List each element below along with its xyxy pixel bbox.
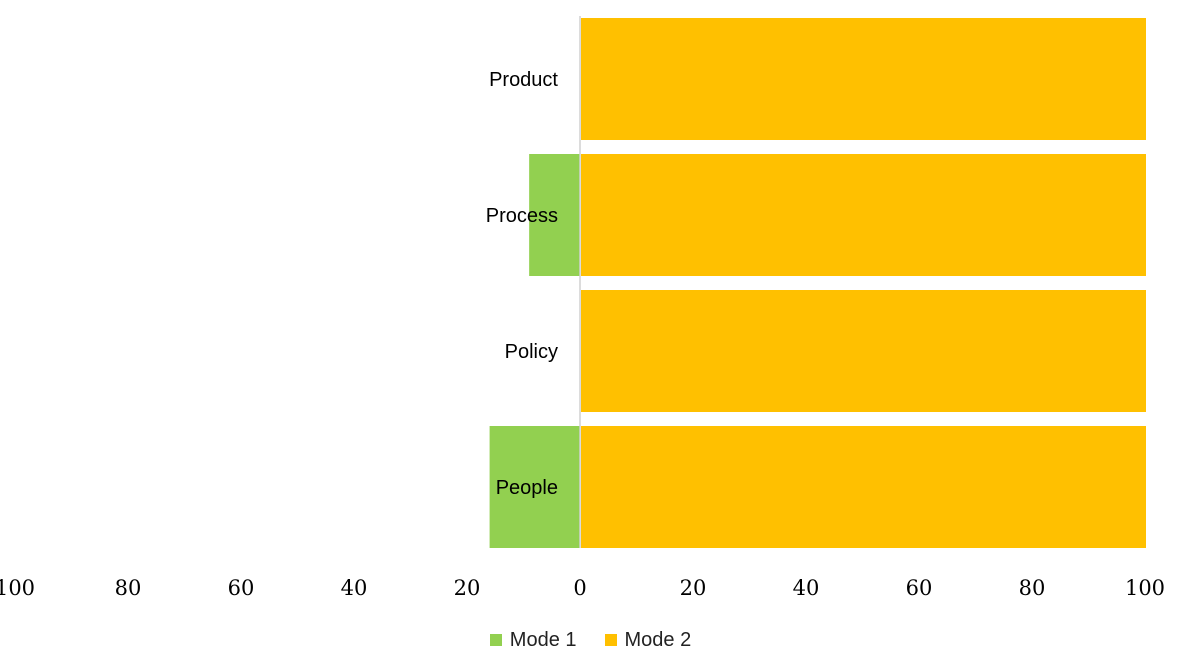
x-tick-label-5: 0 (573, 576, 586, 600)
bar-mode-1-process (529, 154, 580, 276)
category-label-people: People (496, 477, 558, 499)
bar-mode-2-process (581, 154, 1146, 276)
x-tick-label-1: 80 (115, 576, 142, 600)
legend: Mode 1 Mode 2 (0, 625, 1181, 655)
x-axis-tick-labels: 100 80 60 40 20 0 20 40 60 80 100 (0, 576, 1165, 600)
x-tick-label-8: 60 (906, 576, 933, 600)
legend-swatch-mode-2 (604, 634, 617, 646)
legend-swatch-mode-1 (489, 634, 502, 646)
x-tick-label-9: 80 (1019, 576, 1046, 600)
bar-mode-2-policy (581, 290, 1146, 412)
category-label-process: Process (486, 205, 558, 227)
category-labels: Product Process Policy People (486, 69, 559, 499)
bar-mode-1-people (489, 426, 580, 548)
bar-mode-2-people (581, 426, 1146, 548)
legend-label-mode-1: Mode 1 (509, 628, 577, 651)
x-tick-label-2: 60 (228, 576, 255, 600)
x-tick-label-0: 100 (0, 576, 35, 600)
x-tick-label-4: 20 (454, 576, 481, 600)
x-tick-label-3: 40 (341, 576, 368, 600)
category-label-policy: Policy (505, 341, 558, 363)
x-tick-label-10: 100 (1125, 576, 1165, 600)
x-tick-label-6: 20 (680, 576, 707, 600)
bar-mode-2-product (581, 18, 1146, 140)
x-tick-label-7: 40 (793, 576, 820, 600)
legend-label-mode-2: Mode 2 (624, 628, 692, 651)
category-label-product: Product (489, 69, 558, 91)
legend-item-mode-1: Mode 1 (489, 628, 577, 652)
legend-item-mode-2: Mode 2 (604, 628, 692, 652)
bars-group (489, 18, 1146, 548)
